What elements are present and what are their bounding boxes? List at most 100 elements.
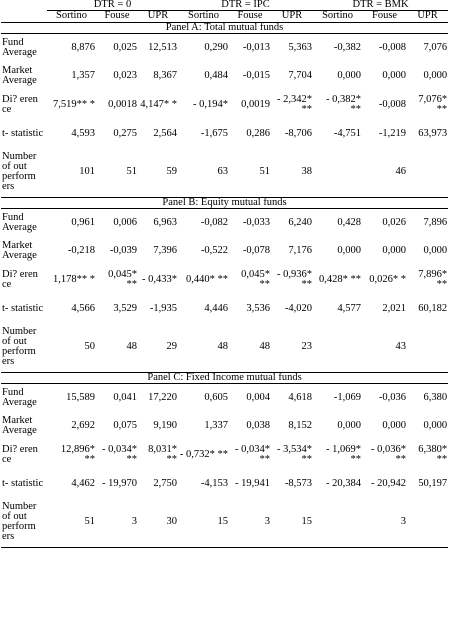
table-cell: 15,589 xyxy=(66,391,95,403)
table-cell: 0,000 xyxy=(423,69,448,81)
row-label: Di? eren ce xyxy=(2,268,38,290)
table-cell: 60,182 xyxy=(418,302,448,314)
table-cell: 23 xyxy=(271,322,314,373)
panel-title: Panel B: Equity mutual funds xyxy=(1,197,449,209)
table-row: Number of out perform ers 50 48 29 48 48 23 43 xyxy=(1,322,449,373)
table-cell: 6,380 xyxy=(423,391,448,403)
row-label: t- statistic xyxy=(2,302,44,314)
table-cell: - 0,034* ** xyxy=(235,443,270,465)
row-label: Market Average xyxy=(2,414,37,436)
table-cell: 63 xyxy=(178,147,229,198)
table-cell: 0,000 xyxy=(423,419,448,431)
table-cell: -0,008 xyxy=(378,98,407,110)
table-cell: 0,026 xyxy=(382,216,407,228)
table-cell: 48 xyxy=(229,322,271,373)
table-cell: 0,0019 xyxy=(241,98,270,110)
table-cell: 7,519** * xyxy=(53,98,95,110)
table-cell: - 0,034* ** xyxy=(102,443,137,465)
table-cell: 4,147* * xyxy=(140,98,177,110)
table-cell: 0,000 xyxy=(337,419,362,431)
table-cell: 8,876 xyxy=(71,41,95,53)
table-cell: 0,000 xyxy=(382,244,407,256)
table-cell xyxy=(407,147,449,198)
table-cell: 0,428 xyxy=(337,216,362,228)
row-label: Market Average xyxy=(2,64,37,86)
table-cell: 1,357 xyxy=(71,69,95,81)
table-cell: -0,033 xyxy=(242,216,270,228)
table-cell: 0,006 xyxy=(113,216,137,228)
group-header: DTR = 0 xyxy=(47,0,178,11)
table-row: Fund Average 8,876 0,025 12,513 0,290 -0,013 5… xyxy=(1,34,448,62)
row-label: Fund Average xyxy=(2,386,37,408)
measure-header: Fouse xyxy=(96,10,138,23)
table-cell: 4,446 xyxy=(204,302,228,314)
measure-header: UPR xyxy=(407,10,449,23)
table-row: Market Average -0,218 -0,039 7,396 -0,522 -0,… xyxy=(1,237,448,265)
table-cell: - 0,382* ** xyxy=(326,93,362,115)
table-cell: 46 xyxy=(362,147,408,198)
table-cell: -0,008 xyxy=(378,41,407,53)
table-cell: - 0,036* ** xyxy=(371,443,407,465)
table-cell: 4,566 xyxy=(71,302,95,314)
table-cell: 3 xyxy=(96,497,138,548)
row-label: Di? eren ce xyxy=(2,443,38,465)
table-cell: 6,963 xyxy=(153,216,177,228)
table-cell xyxy=(407,497,449,548)
table-cell: -0,382 xyxy=(333,41,362,53)
table-cell xyxy=(313,147,363,198)
table-cell: 59 xyxy=(138,147,178,198)
table-row: t- statistic 4,566 3,529 -1,935 4,446 3,536 -4… xyxy=(1,295,448,323)
table-cell: 0,440* ** xyxy=(186,273,228,285)
table-row: Number of out perform ers 51 3 30 15 3 15 3 xyxy=(1,497,449,548)
row-label: Number of out perform ers xyxy=(1,322,47,373)
row-label: Di? eren ce xyxy=(2,93,38,115)
table-cell: 7,076* ** xyxy=(418,93,448,115)
row-label: Fund Average xyxy=(2,211,37,233)
table-cell: -0,082 xyxy=(200,216,228,228)
table-cell: 0,045* ** xyxy=(108,268,137,290)
table-row: Market Average 1,357 0,023 8,367 0,484 -0,015… xyxy=(1,62,448,90)
measure-header: UPR xyxy=(271,10,314,23)
table-cell: 0,025 xyxy=(113,41,137,53)
table-cell: - 1,069* ** xyxy=(326,443,362,465)
table-cell: 5,363 xyxy=(288,41,313,53)
panel-title: Panel A: Total mutual funds xyxy=(1,22,449,34)
table-cell: 6,240 xyxy=(288,216,313,228)
table-cell: 12,896* ** xyxy=(60,443,95,465)
table-cell: - 3,534* ** xyxy=(277,443,313,465)
table-cell: 2,750 xyxy=(153,477,177,489)
table-cell: -8,573 xyxy=(284,477,313,489)
table-cell: -0,218 xyxy=(67,244,95,256)
table-cell: -4,153 xyxy=(200,477,228,489)
table-cell: 2,692 xyxy=(71,419,95,431)
table-row: Di? eren ce 7,519** * 0,0018 4,147* * - 0,19… xyxy=(1,90,448,120)
table-cell: 4,577 xyxy=(337,302,362,314)
table-cell: -1,935 xyxy=(149,302,177,314)
table-cell: - 19,941 xyxy=(235,477,270,489)
table-cell xyxy=(313,497,363,548)
table-cell: 17,220 xyxy=(148,391,177,403)
panels-body: Panel A: Total mutual funds Fund Average 8… xyxy=(1,22,449,548)
table-cell: - 19,970 xyxy=(102,477,137,489)
table-cell: -0,039 xyxy=(109,244,137,256)
table-cell: 50 xyxy=(47,322,96,373)
measure-header-row: Sortino Fouse UPR Sortino Fouse UPR Sort… xyxy=(1,10,449,23)
panel-title-row: Panel C: Fixed Income mutual funds xyxy=(1,372,449,384)
table-cell: 3 xyxy=(229,497,271,548)
table-cell: - 20,942 xyxy=(371,477,407,489)
table-cell: - 0,936* ** xyxy=(277,268,313,290)
table-cell: 0,290 xyxy=(204,41,228,53)
table-cell: 0,961 xyxy=(71,216,95,228)
table-cell: 0,004 xyxy=(246,391,270,403)
table-cell: 7,704 xyxy=(288,69,313,81)
table-cell: -4,751 xyxy=(333,127,362,139)
table-cell: 48 xyxy=(96,322,138,373)
table-cell: - 0,732* ** xyxy=(179,448,228,460)
table-row: Di? eren ce 1,178** * 0,045* ** - 0,433* 0,4… xyxy=(1,265,448,295)
table-cell: 0,041 xyxy=(113,391,137,403)
table-cell: 0,286 xyxy=(246,127,270,139)
table-cell xyxy=(313,322,363,373)
table-cell: 15 xyxy=(178,497,229,548)
row-label: t- statistic xyxy=(2,127,44,139)
table-cell: 8,031* ** xyxy=(148,443,177,465)
